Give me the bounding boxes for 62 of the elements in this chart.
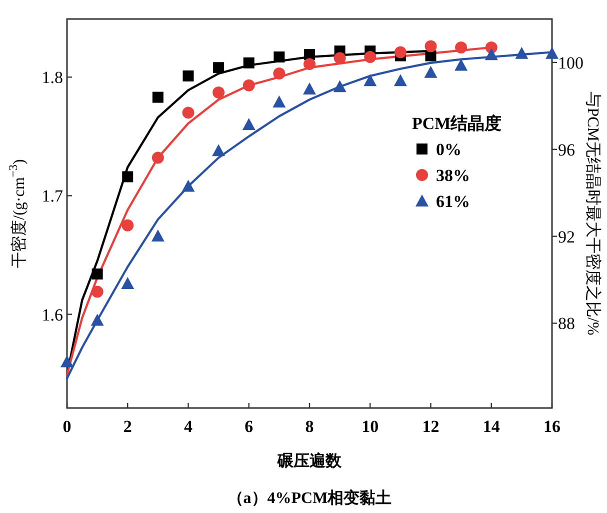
y2-tick-label: 96 xyxy=(558,140,575,160)
legend-label: 61% xyxy=(436,192,470,211)
point xyxy=(151,230,164,242)
point xyxy=(484,48,498,60)
y2-tick-label: 88 xyxy=(558,314,575,334)
x-tick-label: 10 xyxy=(362,417,379,436)
point xyxy=(455,41,468,54)
point xyxy=(515,46,528,59)
x-axis-title: 碾压遍数 xyxy=(276,451,342,470)
x-tick-label: 8 xyxy=(305,417,314,436)
point xyxy=(333,80,346,92)
point xyxy=(182,180,195,192)
point xyxy=(182,106,194,119)
y-tick-label: 1.7 xyxy=(42,186,64,206)
x-tick-label: 0 xyxy=(62,417,72,436)
point xyxy=(304,58,316,70)
x-tick-label: 4 xyxy=(184,417,193,436)
point xyxy=(274,51,285,62)
point xyxy=(394,46,406,58)
legend-title: PCM结晶度 xyxy=(412,114,502,133)
point xyxy=(304,49,315,60)
point xyxy=(60,355,74,368)
point xyxy=(92,268,103,280)
y2-axis-title: 与PCM无结晶时最大干密度之比/% xyxy=(584,92,602,336)
x-tick-label: 6 xyxy=(244,417,254,436)
legend-label: 0% xyxy=(436,140,462,159)
x-tick-label: 16 xyxy=(544,417,560,436)
point xyxy=(546,46,558,59)
point xyxy=(122,171,134,182)
x-tick-label: 12 xyxy=(422,417,440,436)
point xyxy=(152,92,164,103)
point xyxy=(242,79,255,92)
point xyxy=(152,152,164,164)
point xyxy=(91,286,104,298)
point xyxy=(212,86,225,99)
point xyxy=(121,276,134,289)
point xyxy=(182,70,194,82)
point xyxy=(454,58,468,71)
point xyxy=(364,50,376,63)
point xyxy=(364,74,377,86)
point xyxy=(394,74,407,86)
y2-tick-label: 100 xyxy=(558,53,584,72)
point xyxy=(424,40,437,52)
point xyxy=(243,57,254,68)
point xyxy=(242,118,256,130)
y-tick-label: 1.6 xyxy=(42,305,63,324)
point xyxy=(90,314,104,326)
text: （a）4%PCM相变黏土 xyxy=(227,489,392,507)
point xyxy=(424,66,438,78)
x-tick-label: 2 xyxy=(123,417,132,436)
point xyxy=(425,50,436,62)
point xyxy=(213,62,224,74)
point xyxy=(212,144,226,156)
legend-label: 38% xyxy=(436,166,470,185)
point xyxy=(303,82,316,94)
point xyxy=(122,219,134,232)
point xyxy=(273,68,286,80)
y-tick-label: 1.8 xyxy=(42,68,63,88)
point xyxy=(334,52,346,64)
point xyxy=(272,96,286,108)
y2-tick-label: 92 xyxy=(558,227,575,246)
x-tick-label: 14 xyxy=(482,417,500,436)
